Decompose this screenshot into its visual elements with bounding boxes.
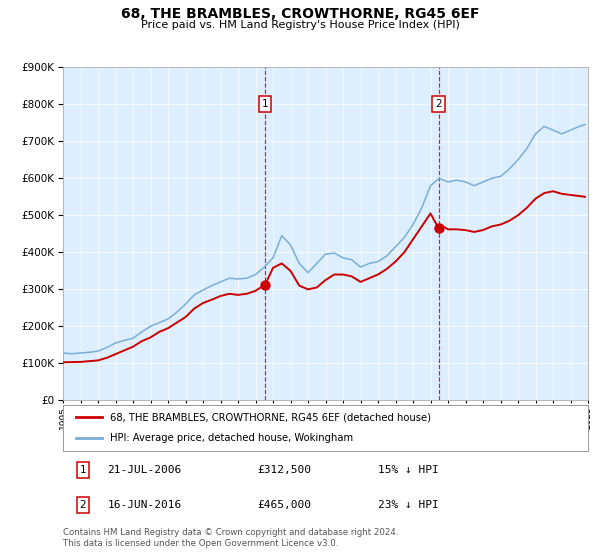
- Text: 16-JUN-2016: 16-JUN-2016: [107, 500, 182, 510]
- Text: 68, THE BRAMBLES, CROWTHORNE, RG45 6EF (detached house): 68, THE BRAMBLES, CROWTHORNE, RG45 6EF (…: [110, 412, 431, 422]
- Text: 21-JUL-2006: 21-JUL-2006: [107, 465, 182, 475]
- Text: Contains HM Land Registry data © Crown copyright and database right 2024.: Contains HM Land Registry data © Crown c…: [63, 528, 398, 536]
- Text: 1: 1: [262, 99, 268, 109]
- Text: 68, THE BRAMBLES, CROWTHORNE, RG45 6EF: 68, THE BRAMBLES, CROWTHORNE, RG45 6EF: [121, 7, 479, 21]
- Text: This data is licensed under the Open Government Licence v3.0.: This data is licensed under the Open Gov…: [63, 539, 338, 548]
- Text: Price paid vs. HM Land Registry's House Price Index (HPI): Price paid vs. HM Land Registry's House …: [140, 20, 460, 30]
- Text: 2: 2: [435, 99, 442, 109]
- Text: £312,500: £312,500: [257, 465, 311, 475]
- Text: 23% ↓ HPI: 23% ↓ HPI: [378, 500, 439, 510]
- Text: 2: 2: [80, 500, 86, 510]
- Text: HPI: Average price, detached house, Wokingham: HPI: Average price, detached house, Woki…: [110, 433, 353, 444]
- Text: 15% ↓ HPI: 15% ↓ HPI: [378, 465, 439, 475]
- Text: 1: 1: [80, 465, 86, 475]
- Text: £465,000: £465,000: [257, 500, 311, 510]
